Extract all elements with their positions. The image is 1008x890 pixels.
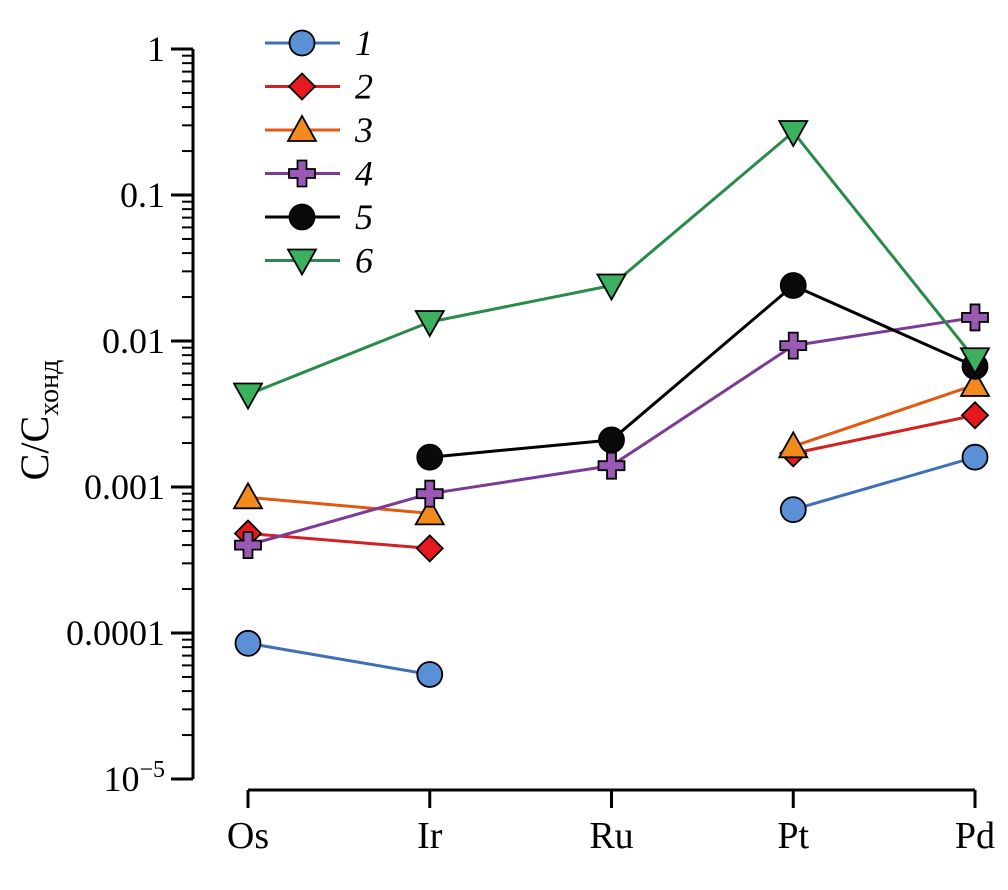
- y-tick-label: 0.01: [102, 321, 165, 361]
- series-2-segment: [792, 413, 976, 455]
- marker-circle: [288, 29, 316, 57]
- marker-circle: [416, 443, 444, 471]
- series-5-segment: [792, 284, 976, 368]
- x-tick-label-os: Os: [227, 815, 269, 857]
- series-6-segment: [792, 131, 977, 361]
- marker-triangle-up: [232, 481, 264, 510]
- legend-item-4: 4: [265, 154, 373, 194]
- x-tick-label-pt: Pt: [777, 815, 809, 857]
- x-tick-label-pd: Pd: [955, 815, 995, 857]
- y-tick-label: 1: [147, 29, 165, 69]
- legend-label: 1: [355, 23, 373, 63]
- series-3: [232, 369, 991, 526]
- y-axis-label-subscript: хонд: [34, 360, 65, 416]
- legend-label: 2: [355, 67, 373, 107]
- series-5-segment: [610, 284, 795, 442]
- marker-circle: [288, 203, 316, 231]
- marker-plus: [234, 531, 262, 559]
- y-tick-label: 10−5: [103, 757, 165, 799]
- legend-item-5: 5: [265, 197, 373, 237]
- x-tick-label-ir: Ir: [417, 815, 443, 857]
- marker-circle: [779, 496, 807, 524]
- legend-label: 3: [354, 110, 373, 150]
- marker-plus: [961, 303, 989, 332]
- marker-triangle-down: [777, 120, 809, 148]
- marker-triangle-up: [286, 114, 318, 142]
- series-4-segment: [429, 464, 612, 496]
- marker-plus: [597, 451, 626, 480]
- marker-triangle-up: [959, 369, 991, 397]
- y-axis-label-main: C/C: [12, 416, 57, 480]
- marker-triangle-down: [595, 273, 628, 302]
- marker-triangle-down: [959, 347, 991, 376]
- series-layer: [232, 120, 991, 688]
- series-6: [232, 120, 991, 411]
- marker-diamond: [960, 400, 990, 430]
- series-1: [234, 443, 989, 688]
- series-2-segment: [247, 532, 430, 550]
- series-4: [234, 303, 989, 559]
- series-6-segment: [247, 320, 431, 396]
- marker-triangle-down: [286, 248, 318, 277]
- series-3-segment: [792, 383, 976, 448]
- marker-diamond: [287, 72, 317, 101]
- series-1-segment: [792, 455, 976, 512]
- legend-label: 6: [355, 241, 373, 281]
- marker-triangle-up: [414, 497, 446, 526]
- legend-item-6: 6: [265, 241, 373, 281]
- marker-plus: [779, 331, 808, 360]
- marker-circle: [598, 426, 625, 454]
- series-6-segment: [610, 130, 795, 287]
- series-5: [416, 272, 989, 471]
- marker-circle: [961, 443, 989, 471]
- y-tick-label: 0.0001: [66, 613, 165, 653]
- legend-label: 4: [355, 154, 373, 194]
- marker-circle: [234, 629, 262, 657]
- series-1-segment: [247, 641, 431, 676]
- marker-circle: [416, 661, 444, 688]
- axes: 1 0.1 0.01 0.001 0.0001 10−5 Os Ir Ru Pt Pd: [66, 29, 995, 857]
- series-4-segment: [247, 492, 431, 547]
- legend-label: 5: [355, 197, 373, 237]
- marker-plus: [415, 479, 444, 508]
- series-4-segment: [793, 315, 976, 348]
- y-tick-label: 0.001: [84, 467, 165, 507]
- marker-triangle-down: [414, 310, 446, 338]
- x-tick-label-ru: Ru: [589, 815, 633, 857]
- y-axis-label: C/Cхонд: [12, 360, 65, 481]
- marker-circle: [779, 272, 807, 299]
- series-2: [233, 400, 990, 563]
- marker-triangle-down: [232, 382, 264, 411]
- y-tick-label: 0.1: [120, 175, 165, 215]
- marker-triangle-up: [777, 430, 809, 459]
- legend-item-1: 1: [265, 23, 373, 63]
- series-6-segment: [429, 284, 612, 324]
- legend-item-2: 2: [265, 67, 373, 107]
- marker-diamond: [415, 534, 445, 563]
- marker-plus: [288, 159, 316, 188]
- series-3-segment: [247, 495, 430, 515]
- series-5-segment: [429, 438, 612, 459]
- series-4-segment: [610, 344, 795, 467]
- legend-item-3: 3: [265, 110, 373, 150]
